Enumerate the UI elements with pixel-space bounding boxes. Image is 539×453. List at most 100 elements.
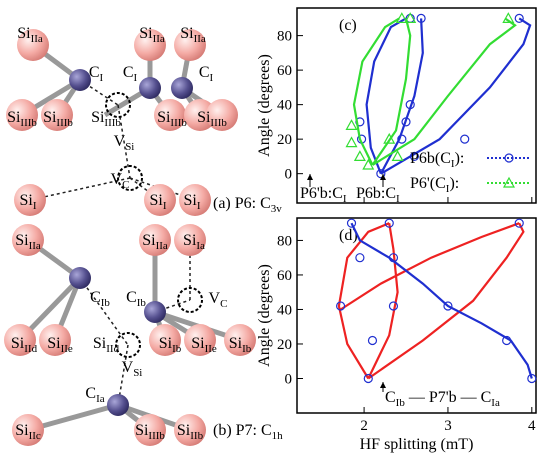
atom-label-text: C [85, 385, 96, 402]
annotation-text: P6'b:C [300, 185, 343, 202]
atom-label-text: Si [19, 192, 33, 209]
atom-label-text: Si [139, 25, 153, 42]
atom-label: CIb [126, 289, 146, 309]
y-tick-label: 40 [277, 98, 292, 114]
atom-label: VC [209, 290, 228, 310]
atom-label-sub: IId [106, 343, 119, 355]
atom-label-text: V [209, 290, 221, 307]
atom-label: CI [89, 64, 104, 84]
atom-label-sub: IIIb [170, 117, 187, 129]
atom-label-text: Si [183, 192, 197, 209]
atom-label-sub: Si [133, 367, 142, 379]
atom-label: VC [111, 171, 130, 191]
atom-label-text: Si [142, 232, 156, 249]
y-tick-label: 20 [277, 132, 292, 148]
atom-label-sub: C [220, 298, 227, 310]
atom-label-text: Si [180, 25, 194, 42]
atom-label-text: Si [177, 422, 191, 439]
atom-label-text: V [111, 171, 123, 188]
atom-label-text: Si [43, 109, 57, 126]
annotation-text: C [385, 389, 396, 406]
caption-text: (a) P6: C [213, 195, 271, 212]
atom-label-text: Si [47, 335, 61, 352]
atom-label-text: Si [17, 25, 31, 42]
y-tick-label: 20 [277, 337, 292, 353]
atom-label-sub: IIe [61, 343, 73, 355]
atom-label-text: C [90, 289, 101, 306]
atom-label-text: C [123, 64, 134, 81]
marker [347, 138, 357, 147]
atom-label: CI [199, 64, 214, 84]
atom-label-text: Si [11, 335, 25, 352]
legend-label: P6b(CI): [410, 150, 464, 170]
atom-label-sub: IIa [31, 33, 43, 45]
c-atom [69, 267, 91, 289]
caption-text: (b) P7: C [213, 422, 272, 439]
atom-label-sub: Si [125, 141, 134, 153]
figure: SiIIaCISiIIaSiIIaCICISiIIIbSiIIIbSiIIIbV… [0, 0, 539, 453]
y-tick-label: 60 [277, 268, 292, 284]
c-atom [171, 77, 193, 99]
atom-label-sub: IIc [29, 430, 41, 442]
marker [347, 120, 357, 129]
atom-label-text: Si [159, 335, 173, 352]
y-axis-label: Angle (degrees) [256, 54, 273, 157]
plot-frame [297, 218, 536, 413]
x-tick-label: 4 [528, 418, 536, 434]
atom-label-sub: I [134, 72, 138, 84]
atom-label-text: Si [15, 422, 29, 439]
legend-label-text: P6b(C [410, 150, 451, 167]
atom-diagrams [4, 29, 256, 446]
atom-label-text: Si [135, 422, 149, 439]
atom-label-text: Si [197, 109, 211, 126]
caption-sub: 1h [272, 430, 284, 442]
charts: 020406080Angle (degrees)(c)P6b(CI):P6'(C… [256, 8, 536, 453]
annotation: P6b:CI [356, 185, 400, 205]
atom-label-sub: I [100, 72, 104, 84]
marker [348, 219, 356, 227]
caption-sub: 3v [271, 203, 283, 215]
atom-label: VSi [122, 359, 143, 379]
atom-label: SiIId [93, 335, 120, 355]
atom-label-text: Si [191, 335, 205, 352]
marker [461, 135, 469, 143]
annotation-text: P6b:C [356, 185, 396, 202]
atom-label: VSi [114, 133, 135, 153]
atom-label-sub: IId [24, 343, 37, 355]
atom-label-sub: Ib [137, 297, 147, 309]
marker [356, 254, 364, 262]
y-tick-label: 60 [277, 63, 292, 79]
legend-label-text: P6'(C [410, 175, 446, 192]
atom-label-text: Si [149, 192, 163, 209]
atom-label-text: Si [183, 232, 197, 249]
y-tick-label: 0 [285, 371, 293, 387]
atom-label-sub: I [197, 200, 201, 212]
atom-label-sub: Ib [172, 343, 182, 355]
marker [355, 151, 365, 160]
atom-label-sub: I [210, 72, 214, 84]
arrow-head [380, 382, 386, 388]
annotation: P6'b:CI [300, 185, 347, 205]
atom-label-text: V [114, 133, 126, 150]
atom-label-sub: IIIb [148, 430, 165, 442]
annotation-text: — P7'b — C [405, 389, 491, 406]
annotation-sub: I [343, 193, 347, 205]
annotation-sub: I [396, 193, 400, 205]
legend-label-text: ): [449, 175, 459, 192]
y-tick-label: 40 [277, 302, 292, 318]
atom-label-text: C [199, 64, 210, 81]
atom-label-sub: IIa [194, 33, 206, 45]
marker [515, 14, 523, 22]
atom-label-sub: IIIb [104, 117, 121, 129]
atom-label-sub: C [122, 179, 129, 191]
atom-label: CIb [90, 289, 110, 309]
atom-label-sub: IIIb [20, 117, 37, 129]
atom-label-sub: Ia [196, 240, 205, 252]
atom-label-sub: IIb [190, 430, 203, 442]
atom-label-sub: IIa [153, 33, 165, 45]
annotation: CIb — P7'b — CIa [385, 389, 500, 409]
caption: (a) P6: C3v [213, 195, 282, 215]
atom-label-text: V [122, 359, 134, 376]
annotation-sub: Ia [491, 397, 500, 409]
atom-label-sub: IIIb [210, 117, 227, 129]
